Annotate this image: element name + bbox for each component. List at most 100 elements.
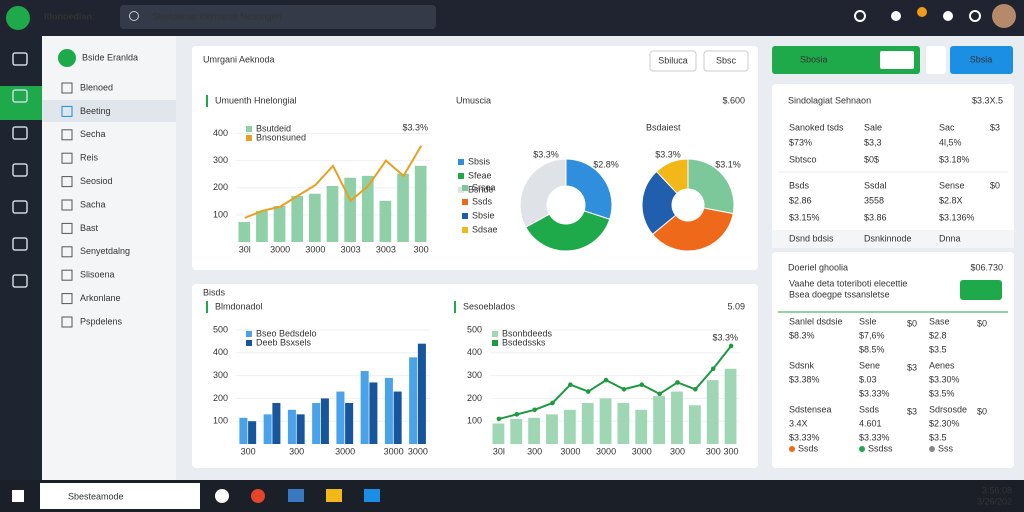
bar (599, 398, 612, 444)
button-label[interactable]: Sbiluca (658, 55, 688, 65)
nav-item[interactable]: Seosiod (80, 176, 113, 186)
clock: 3:56:08 (982, 485, 1012, 495)
button[interactable] (703, 50, 749, 72)
bar (369, 382, 378, 444)
legend-label: Sbsis (468, 156, 491, 166)
y-tick-label: 200 (213, 393, 228, 403)
stat-label: Ssle (859, 316, 877, 326)
taskbar-app[interactable] (364, 489, 380, 502)
footer-dot (789, 446, 795, 452)
annotation: $3.3% (533, 149, 559, 159)
nav-item[interactable]: Senyetdalng (80, 246, 130, 256)
y-tick-label: 400 (213, 128, 228, 138)
point (603, 377, 609, 383)
stat-sub: Sbtsco (789, 154, 817, 164)
bar (635, 409, 648, 444)
y-tick-label: 500 (213, 324, 228, 334)
legend-label: Sdsae (472, 224, 498, 234)
nav-item[interactable]: Pspdelens (80, 316, 123, 326)
stat-value: $.03 (859, 374, 877, 384)
point (693, 386, 698, 392)
footer-bar (772, 230, 1014, 248)
stat-sub: $3.136% (939, 212, 975, 222)
chart-title: Umuenth Hnelongial (215, 95, 297, 105)
stat-sub: $8.5% (859, 344, 885, 354)
button-label[interactable]: Sbsia (970, 54, 993, 64)
avatar[interactable] (992, 4, 1016, 28)
stat-sub: $3.33% (789, 432, 820, 442)
point (675, 380, 680, 385)
icon[interactable] (969, 10, 981, 22)
x-tick-label: 3000 (560, 446, 580, 456)
search-box[interactable] (120, 5, 436, 29)
taskbar-app[interactable] (215, 489, 229, 503)
stat-value: 3558 (864, 195, 884, 205)
nav-item[interactable]: Reis (80, 153, 99, 163)
logo[interactable] (6, 6, 30, 30)
stat-value: $7,6% (859, 330, 885, 340)
icon[interactable] (854, 10, 866, 22)
taskbar-app[interactable] (251, 489, 265, 503)
nav-item[interactable]: Secha (80, 129, 106, 139)
nav-item[interactable]: Sacha (80, 199, 106, 209)
icon[interactable] (891, 11, 901, 21)
annotation: $3.3% (655, 149, 681, 159)
line (244, 145, 423, 219)
icon[interactable] (943, 11, 953, 21)
taskbar-search-text[interactable]: Sbesteamode (68, 491, 124, 501)
nav-item[interactable]: Bast (80, 223, 99, 233)
point (728, 343, 734, 349)
footer-label: Ssdss (868, 443, 893, 453)
x-tick-label: 300 (724, 446, 739, 456)
y-tick-label: 100 (467, 416, 482, 426)
start-button[interactable] (12, 490, 24, 502)
legend-swatch (458, 159, 464, 165)
card (772, 252, 1014, 468)
taskbar-search[interactable] (40, 483, 200, 509)
bar (706, 380, 719, 444)
rail-active[interactable] (0, 86, 42, 120)
bar (724, 368, 737, 444)
card-title: Doeriel ghoolia (788, 262, 848, 272)
x-tick-label: 3000 (632, 446, 652, 456)
bar (393, 391, 402, 444)
x-tick-label: 300 (706, 446, 721, 456)
y-tick-label: 300 (467, 370, 482, 380)
card-desc: Bsea doegpe tssansletse (789, 289, 890, 299)
point (550, 400, 555, 406)
card-total: $3.3X.5 (972, 95, 1003, 105)
nav-icon (61, 222, 73, 234)
bar (528, 417, 541, 444)
nav-item[interactable]: Blenoed (80, 82, 113, 92)
stat-value: 4.601 (859, 418, 882, 428)
stat-value: $3,3 (864, 137, 882, 147)
stat-side: $3 (907, 406, 917, 416)
stat-value: $3.38% (789, 374, 820, 384)
annotation: $3.1% (715, 159, 741, 169)
stat-sub: $0$ (864, 154, 879, 164)
nav-item[interactable]: Slisoena (80, 270, 115, 280)
nav-item[interactable]: Arkonlane (80, 293, 121, 303)
search-text[interactable]: Slsetdemar klehsenie Nesongetl (152, 11, 281, 21)
nav-item[interactable]: Beeting (80, 106, 111, 116)
taskbar-app[interactable] (326, 489, 342, 502)
button-label[interactable]: Sbosia (800, 54, 828, 64)
legend-label: Bseo Bedsdelo (256, 328, 317, 338)
chart-total: $.600 (722, 95, 745, 105)
x-tick-label: 3000 (384, 446, 404, 456)
secondary-button[interactable] (950, 46, 1013, 74)
bar (320, 398, 329, 444)
card-title: Sindolagiat Sehnaon (788, 95, 871, 105)
stat-label: Sase (929, 316, 950, 326)
button[interactable] (649, 50, 697, 72)
button-label[interactable]: Sbsc (716, 55, 737, 65)
legend-swatch (458, 187, 464, 193)
card-button[interactable] (960, 280, 1002, 300)
rail-icon (12, 200, 28, 214)
bar (256, 210, 268, 242)
stat-label: Sac (939, 122, 955, 132)
bar (263, 414, 272, 444)
grid-button[interactable] (926, 46, 946, 74)
taskbar-app[interactable] (288, 489, 304, 502)
